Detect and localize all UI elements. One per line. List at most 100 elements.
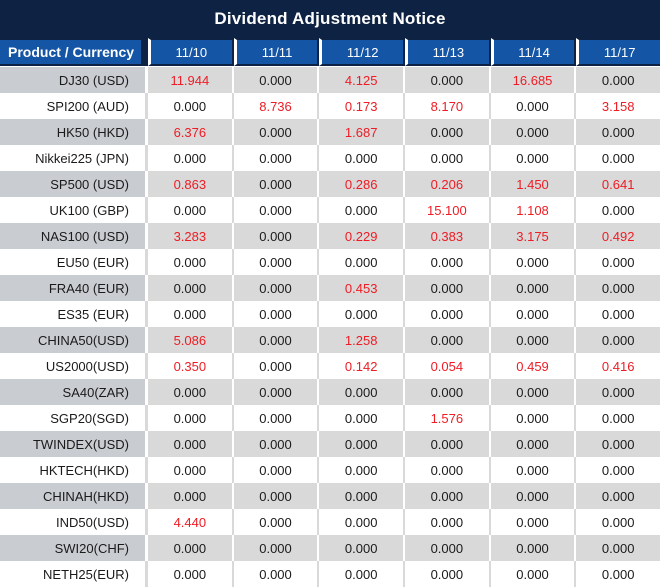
value-cell: 0.000: [233, 483, 320, 509]
value-cell: 0.054: [405, 353, 491, 379]
table-row: NAS100 (USD) 3.283 0.000 0.229 0.383 3.175 0.4…: [0, 223, 660, 249]
value-cell: 1.108: [490, 197, 577, 223]
value-cell: 0.000: [490, 275, 577, 301]
value-cell: 0.000: [148, 301, 234, 327]
value-cell: 0.000: [319, 509, 406, 535]
value-cell: 0.383: [405, 223, 491, 249]
value-cell: 0.000: [148, 379, 234, 405]
value-cell: 0.000: [405, 327, 491, 353]
value-cell: 0.000: [576, 275, 660, 301]
value-cell: 0.000: [148, 483, 234, 509]
value-cell: 0.000: [319, 405, 406, 431]
value-cell: 0.000: [233, 197, 320, 223]
value-cell: 0.641: [576, 171, 660, 197]
value-cell: 4.125: [319, 67, 406, 93]
product-cell: DJ30 (USD): [0, 67, 148, 93]
product-cell: SGP20(SGD): [0, 405, 148, 431]
value-cell: 1.258: [319, 327, 406, 353]
value-cell: 0.000: [576, 457, 660, 483]
value-cell: 0.000: [405, 119, 491, 145]
value-cell: 0.000: [233, 145, 320, 171]
column-header-date: 11/14: [490, 38, 575, 66]
table-row: US2000(USD) 0.350 0.000 0.142 0.054 0.459 0.41…: [0, 353, 660, 379]
value-cell: 0.000: [576, 535, 660, 561]
column-header-date: 11/12: [319, 38, 404, 66]
value-cell: 0.000: [576, 405, 660, 431]
value-cell: 0.492: [576, 223, 660, 249]
value-cell: 0.000: [405, 457, 491, 483]
value-cell: 0.000: [233, 509, 320, 535]
value-cell: 0.000: [233, 327, 320, 353]
value-cell: 6.376: [148, 119, 234, 145]
table-row: HKTECH(HKD) 0.000 0.000 0.000 0.000 0.000 0.00…: [0, 457, 660, 483]
value-cell: 0.459: [490, 353, 577, 379]
value-cell: 0.000: [233, 119, 320, 145]
value-cell: 0.000: [576, 145, 660, 171]
value-cell: 0.000: [319, 457, 406, 483]
value-cell: 0.000: [490, 249, 577, 275]
product-cell: FRA40 (EUR): [0, 275, 148, 301]
value-cell: 0.000: [576, 483, 660, 509]
value-cell: 0.000: [319, 483, 406, 509]
column-header-product: Product / Currency: [0, 38, 146, 66]
table-row: SP500 (USD) 0.863 0.000 0.286 0.206 1.450 0.64…: [0, 171, 660, 197]
value-cell: 0.000: [233, 561, 320, 587]
value-cell: 0.000: [576, 301, 660, 327]
value-cell: 0.000: [233, 379, 320, 405]
value-cell: 16.685: [490, 67, 577, 93]
value-cell: 0.000: [148, 249, 234, 275]
value-cell: 0.000: [576, 327, 660, 353]
value-cell: 0.229: [319, 223, 406, 249]
value-cell: 0.000: [576, 509, 660, 535]
value-cell: 0.000: [148, 93, 234, 119]
table-row: IND50(USD) 4.440 0.000 0.000 0.000 0.000 0.000: [0, 509, 660, 535]
value-cell: 0.000: [319, 561, 406, 587]
table-row: HK50 (HKD) 6.376 0.000 1.687 0.000 0.000 0.000: [0, 119, 660, 145]
product-cell: SWI20(CHF): [0, 535, 148, 561]
value-cell: 8.736: [233, 93, 320, 119]
value-cell: 0.000: [319, 145, 406, 171]
value-cell: 0.000: [405, 535, 491, 561]
product-cell: NETH25(EUR): [0, 561, 148, 587]
value-cell: 0.000: [233, 301, 320, 327]
value-cell: 0.000: [490, 301, 577, 327]
table-row: CHINA50(USD) 5.086 0.000 1.258 0.000 0.000 0.0…: [0, 327, 660, 353]
value-cell: 0.350: [148, 353, 234, 379]
value-cell: 0.453: [319, 275, 406, 301]
value-cell: 0.000: [233, 535, 320, 561]
value-cell: 0.142: [319, 353, 406, 379]
value-cell: 0.000: [148, 535, 234, 561]
table-row: DJ30 (USD) 11.944 0.000 4.125 0.000 16.685 0.0…: [0, 67, 660, 93]
product-cell: HKTECH(HKD): [0, 457, 148, 483]
value-cell: 1.450: [490, 171, 577, 197]
table-row: EU50 (EUR) 0.000 0.000 0.000 0.000 0.000 0.000: [0, 249, 660, 275]
value-cell: 0.286: [319, 171, 406, 197]
value-cell: 0.000: [405, 509, 491, 535]
value-cell: 0.000: [490, 93, 577, 119]
table-row: NETH25(EUR) 0.000 0.000 0.000 0.000 0.000 0.00…: [0, 561, 660, 587]
value-cell: 0.000: [233, 67, 320, 93]
value-cell: 0.000: [576, 67, 660, 93]
value-cell: 15.100: [405, 197, 491, 223]
table-row: SA40(ZAR) 0.000 0.000 0.000 0.000 0.000 0.000: [0, 379, 660, 405]
value-cell: 0.000: [405, 249, 491, 275]
value-cell: 0.000: [319, 197, 406, 223]
table-header-row: Product / Currency 11/10 11/11 11/12 11/13 1…: [0, 38, 660, 66]
value-cell: 0.000: [233, 353, 320, 379]
table-row: CHINAH(HKD) 0.000 0.000 0.000 0.000 0.000 0.00…: [0, 483, 660, 509]
value-cell: 0.000: [148, 275, 234, 301]
value-cell: 8.170: [405, 93, 491, 119]
table-row: TWINDEX(USD) 0.000 0.000 0.000 0.000 0.000 0.0…: [0, 431, 660, 457]
value-cell: 0.000: [319, 431, 406, 457]
value-cell: 0.000: [319, 249, 406, 275]
product-cell: UK100 (GBP): [0, 197, 148, 223]
column-header-date: 11/10: [148, 38, 232, 66]
value-cell: 0.000: [405, 67, 491, 93]
value-cell: 0.000: [490, 561, 577, 587]
value-cell: 0.000: [576, 197, 660, 223]
value-cell: 0.000: [148, 561, 234, 587]
value-cell: 0.000: [233, 431, 320, 457]
value-cell: 3.175: [490, 223, 577, 249]
column-header-date: 11/17: [576, 38, 660, 66]
